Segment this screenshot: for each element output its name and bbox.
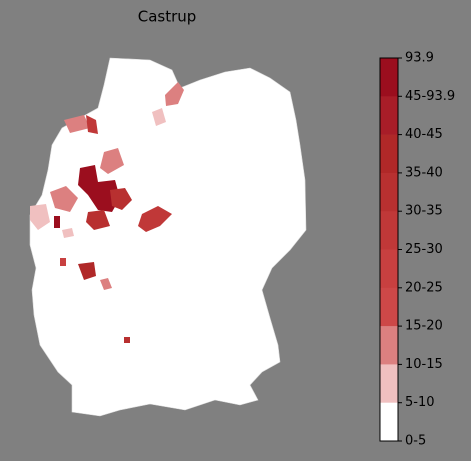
colorbar-label: 93.9 (405, 51, 434, 66)
colorbar-segment (380, 172, 398, 212)
colorbar-label: 45-93.9 (405, 89, 455, 104)
region (100, 148, 124, 174)
colorbar-segment (380, 211, 398, 250)
colorbar-segment (380, 249, 398, 289)
colorbar-segment (380, 402, 398, 442)
region (60, 258, 66, 266)
region (165, 82, 184, 106)
region (86, 210, 110, 230)
region (54, 216, 60, 228)
germany-map (29, 57, 307, 417)
colorbar-segment (380, 96, 398, 135)
region (86, 115, 98, 134)
colorbar-label: 25-30 (405, 242, 443, 257)
colorbar-segment (380, 364, 398, 403)
colorbar-segment (380, 287, 398, 327)
colorbar-segment (380, 134, 398, 174)
country-outline (29, 57, 307, 417)
colorbar-label: 40-45 (405, 127, 443, 142)
colorbar-label: 0-5 (405, 434, 426, 449)
region (64, 115, 90, 133)
region (124, 337, 130, 343)
colorbar-segment (380, 326, 398, 365)
region (110, 188, 132, 210)
colorbar-segment (380, 58, 398, 97)
colorbar-label: 15-20 (405, 319, 443, 334)
region (78, 165, 120, 212)
colorbar-label: 35-40 (405, 165, 443, 180)
colorbar-label: 10-15 (405, 357, 443, 372)
region (78, 262, 96, 280)
region (100, 278, 112, 290)
colorbar-label: 20-25 (405, 280, 443, 295)
colorbar-label: 30-35 (405, 204, 443, 219)
region (50, 186, 78, 212)
region (138, 206, 172, 232)
colorbar-label: 5-10 (405, 395, 435, 410)
colorbar: 93.9 45-93.9 40-45 35-40 30-35 25-30 20-25 15-2… (379, 51, 455, 449)
region (62, 228, 74, 238)
region (152, 108, 166, 126)
map-title: Castrup (138, 8, 197, 26)
region (30, 204, 50, 230)
